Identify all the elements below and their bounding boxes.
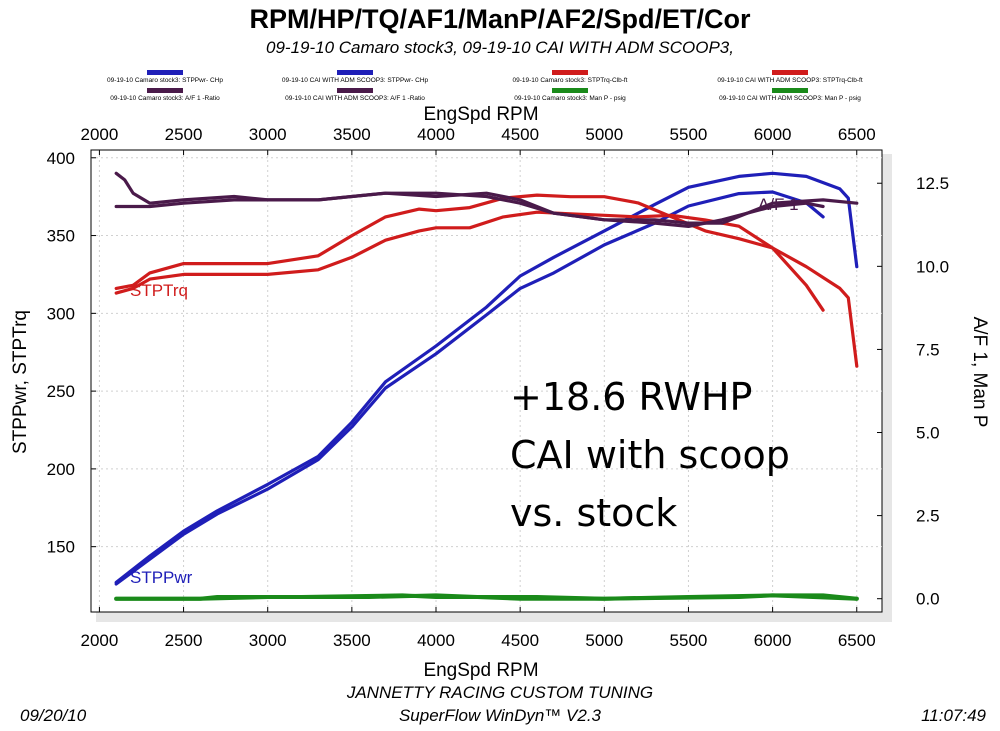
legend-item: 09-19-10 CAI WITH ADM SCOOP3: Man P - ps… xyxy=(680,88,900,102)
x-tick-label-top: 3000 xyxy=(249,125,287,144)
x-tick-label-bottom: 6000 xyxy=(754,631,792,650)
legend-item: 09-19-10 Camaro stock3: Man P - psig xyxy=(460,88,680,102)
x-axis-top: 2000 2500 3000 3500 4000 4500 5000 5500 6000 6500 xyxy=(81,125,876,155)
legend-item: 09-19-10 Camaro stock3: STPPwr- CHp xyxy=(55,70,275,84)
x-tick-label-top: 6000 xyxy=(754,125,792,144)
chart-subtitle: 09-19-10 Camaro stock3, 09-19-10 CAI WIT… xyxy=(266,38,734,57)
legend-swatch xyxy=(337,70,373,75)
legend-swatch xyxy=(772,88,808,93)
y-axis-right: 12.5 10.0 7.5 5.0 2.5 0.0 xyxy=(877,174,949,609)
footer-date: 09/20/10 xyxy=(20,706,87,725)
series-line-1 xyxy=(114,171,859,585)
legend-label: 09-19-10 CAI WITH ADM SCOOP3: Man P - ps… xyxy=(719,95,861,102)
x-tick-label-bottom: 4000 xyxy=(417,631,455,650)
legend-label: 09-19-10 Camaro stock3: STPPwr- CHp xyxy=(107,77,223,84)
x-tick-label-bottom: 6500 xyxy=(838,631,876,650)
y-tick-label-right: 7.5 xyxy=(916,340,940,359)
plot-area xyxy=(90,149,883,613)
x-tick-label-bottom: 2000 xyxy=(81,631,119,650)
x-tick-label-bottom: 3000 xyxy=(249,631,287,650)
x-tick-label-top: 6500 xyxy=(838,125,876,144)
power-curve-label: STPPwr xyxy=(130,568,193,587)
legend-label: 09-19-10 Camaro stock3: A/F 1 -Ratio xyxy=(110,95,220,102)
x-tick-label-bottom: 4500 xyxy=(501,631,539,650)
chart-title: RPM/HP/TQ/AF1/ManP/AF2/Spd/ET/Cor xyxy=(249,4,751,34)
legend-swatch xyxy=(552,70,588,75)
legend-swatch xyxy=(147,88,183,93)
x-tick-label-top: 2500 xyxy=(165,125,203,144)
x-tick-label-bottom: 5000 xyxy=(585,631,623,650)
y-axis-left: 400 350 300 250 200 150 xyxy=(47,149,96,557)
legend-item: 09-19-10 CAI WITH ADM SCOOP3: STPPwr- CH… xyxy=(245,70,465,84)
series-layer xyxy=(114,171,859,601)
x-axis-title-top: EngSpd RPM xyxy=(423,104,538,125)
y-tick-label-left: 400 xyxy=(47,149,75,168)
legend-swatch xyxy=(337,88,373,93)
footer-time: 11:07:49 xyxy=(921,706,986,725)
legend-label: 09-19-10 Camaro stock3: Man P - psig xyxy=(514,95,626,102)
legend-item: 09-19-10 Camaro stock3: A/F 1 -Ratio xyxy=(55,88,275,102)
legend-item: 09-19-10 Camaro stock3: STPTrq-Clb-ft xyxy=(460,70,680,84)
y-tick-label-right: 5.0 xyxy=(916,424,940,443)
x-tick-label-top: 2000 xyxy=(81,125,119,144)
series-line-0 xyxy=(114,190,825,586)
legend-label: 09-19-10 Camaro stock3: STPTrq-Clb-ft xyxy=(512,77,628,84)
y-tick-label-right: 10.0 xyxy=(916,257,949,276)
y-tick-label-right: 12.5 xyxy=(916,174,949,193)
annotation-baseline: vs. stock xyxy=(510,491,677,535)
torque-curve-label: STPTrq xyxy=(130,281,188,300)
y-tick-label-left: 200 xyxy=(47,460,75,479)
x-axis-bottom: 2000 2500 3000 3500 4000 4500 5000 5500 6000 6500 xyxy=(81,607,876,650)
legend-label: 09-19-10 CAI WITH ADM SCOOP3: STPTrq-Clb… xyxy=(717,77,863,84)
x-tick-label-bottom: 3500 xyxy=(333,631,371,650)
y-axis-title-left: STPPwr, STPTrq xyxy=(10,310,31,454)
af-curve-label: A/F 1 xyxy=(758,195,799,214)
y-tick-label-left: 350 xyxy=(47,227,75,246)
legend-item: 09-19-10 CAI WITH ADM SCOOP3: A/F 1 -Rat… xyxy=(245,88,465,102)
legend-label: 09-19-10 CAI WITH ADM SCOOP3: A/F 1 -Rat… xyxy=(285,95,425,102)
x-tick-label-top: 5500 xyxy=(670,125,708,144)
x-axis-title-bottom: EngSpd RPM xyxy=(423,660,538,681)
series-line-5 xyxy=(114,191,859,225)
legend-item: 09-19-10 CAI WITH ADM SCOOP3: STPTrq-Clb… xyxy=(680,70,900,84)
x-tick-label-bottom: 2500 xyxy=(165,631,203,650)
annotation-gain: +18.6 RWHP xyxy=(510,375,752,419)
legend-label: 09-19-10 CAI WITH ADM SCOOP3: STPPwr- CH… xyxy=(281,77,429,84)
y-tick-label-left: 250 xyxy=(47,382,75,401)
x-tick-label-bottom: 5500 xyxy=(670,631,708,650)
x-tick-label-top: 5000 xyxy=(585,125,623,144)
annotation-setup: CAI with scoop xyxy=(510,433,790,477)
grid xyxy=(91,150,882,612)
x-tick-label-top: 4500 xyxy=(501,125,539,144)
legend-swatch xyxy=(552,88,588,93)
series-line-3 xyxy=(114,193,859,368)
footer-shop-name: JANNETTY RACING CUSTOM TUNING xyxy=(346,683,654,702)
legend-swatch xyxy=(772,70,808,75)
x-tick-label-top: 4000 xyxy=(417,125,455,144)
series-line-7 xyxy=(114,593,859,601)
legend-swatch xyxy=(147,70,183,75)
y-tick-label-right: 2.5 xyxy=(916,507,940,526)
y-axis-title-right: A/F 1, Man P xyxy=(969,317,990,428)
y-tick-label-left: 150 xyxy=(47,538,75,557)
x-tick-label-top: 3500 xyxy=(333,125,371,144)
y-tick-label-left: 300 xyxy=(47,304,75,323)
footer-software: SuperFlow WinDyn™ V2.3 xyxy=(398,706,602,725)
y-tick-label-right: 0.0 xyxy=(916,590,940,609)
